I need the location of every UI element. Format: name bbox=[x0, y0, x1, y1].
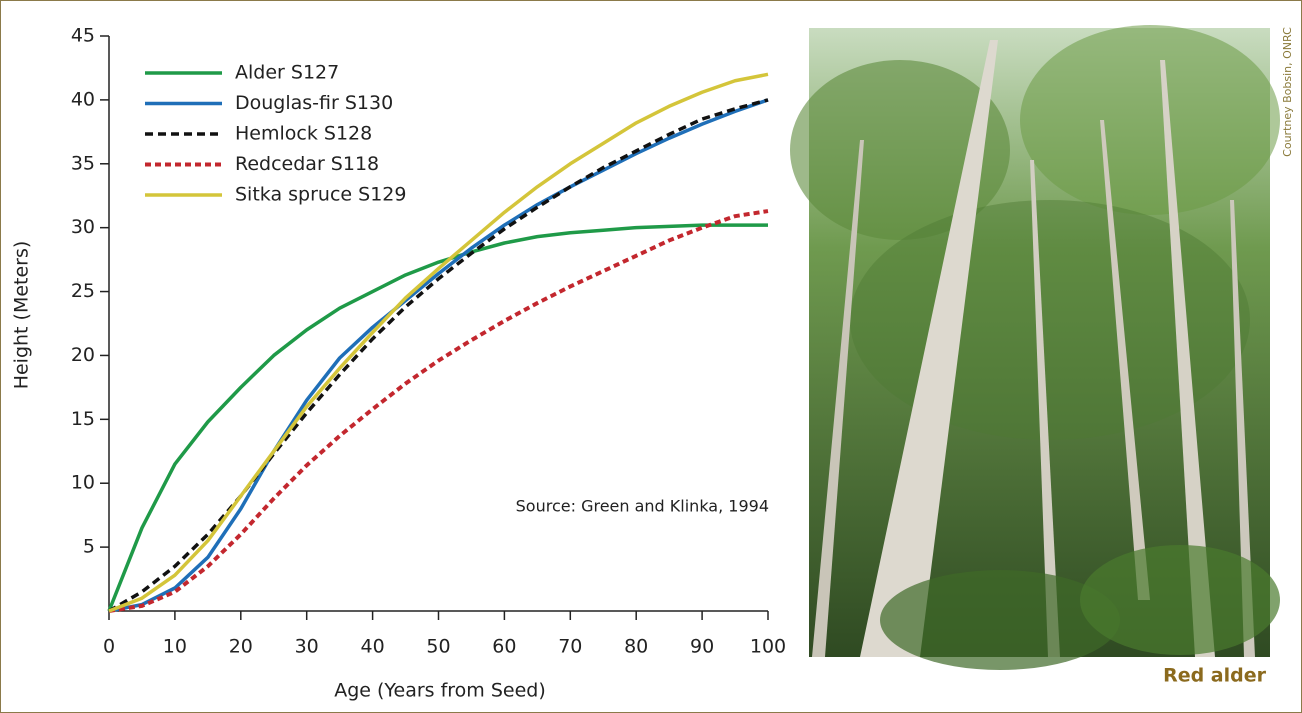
legend-label: Hemlock S128 bbox=[235, 123, 372, 145]
y-tick-label: 45 bbox=[71, 25, 95, 47]
y-axis-label: Height (Meters) bbox=[11, 241, 33, 390]
x-tick-label: 20 bbox=[229, 636, 253, 658]
y-tick-label: 35 bbox=[71, 152, 95, 174]
y-tick-label: 15 bbox=[71, 408, 95, 430]
legend-label: Alder S127 bbox=[235, 62, 339, 84]
x-tick-label: 80 bbox=[624, 636, 648, 658]
photo-caption: Red alder bbox=[1163, 665, 1267, 687]
x-axis-label: Age (Years from Seed) bbox=[334, 680, 546, 702]
photo-credit: Courtney Bobsin, ONRC bbox=[1281, 27, 1294, 157]
y-tick-label: 20 bbox=[71, 344, 95, 366]
y-tick-label: 40 bbox=[71, 88, 95, 110]
y-tick-label: 10 bbox=[71, 472, 95, 494]
x-tick-label: 0 bbox=[103, 636, 115, 658]
legend-label: Sitka spruce S129 bbox=[235, 184, 406, 206]
legend-label: Redcedar S118 bbox=[235, 153, 379, 175]
x-tick-label: 60 bbox=[492, 636, 516, 658]
page: Courtney Bobsin, ONRC Red alder Source: … bbox=[0, 0, 1302, 713]
x-tick-label: 70 bbox=[558, 636, 582, 658]
y-tick-label: 5 bbox=[83, 536, 95, 558]
x-tick-label: 30 bbox=[295, 636, 319, 658]
legend-label: Douglas-fir S130 bbox=[235, 92, 393, 114]
x-tick-label: 10 bbox=[163, 636, 187, 658]
x-tick-label: 100 bbox=[750, 636, 786, 658]
x-tick-label: 90 bbox=[690, 636, 714, 658]
y-tick-label: 25 bbox=[71, 280, 95, 302]
photo bbox=[790, 25, 1280, 670]
x-tick-label: 40 bbox=[361, 636, 385, 658]
y-tick-label: 30 bbox=[71, 216, 95, 238]
x-tick-label: 50 bbox=[426, 636, 450, 658]
source-annotation: Source: Green and Klinka, 1994 bbox=[516, 497, 769, 516]
